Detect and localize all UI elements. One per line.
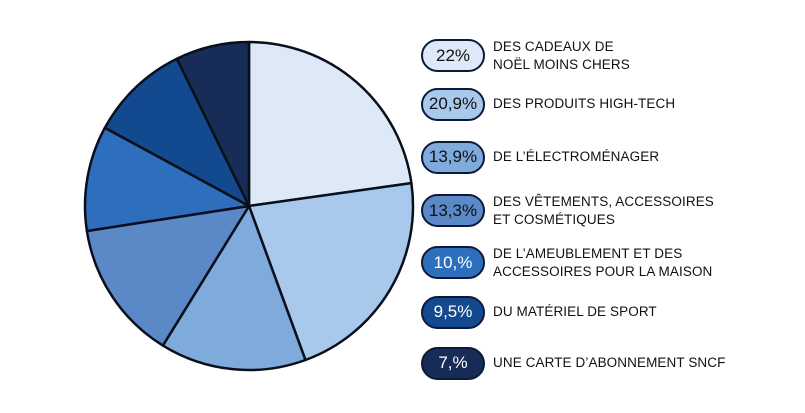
legend-percent-pill: 13,9% bbox=[421, 140, 485, 174]
pie-slice-6 bbox=[103, 57, 251, 208]
legend-label: DU MATÉRIEL DE SPORT bbox=[493, 303, 657, 321]
pie-slice-3 bbox=[161, 204, 307, 372]
legend-label-line: ACCESSOIRES POUR LA MAISON bbox=[493, 263, 713, 279]
pie-slice-1 bbox=[247, 40, 413, 208]
pie-slice-4 bbox=[85, 204, 251, 347]
legend-label-line: DE L’ÉLECTROMÉNAGER bbox=[493, 149, 660, 164]
legend-item: 20,9% DES PRODUITS HIGH-TECH bbox=[421, 87, 675, 121]
legend-item: 13,3% DES VÊTEMENTS, ACCESSOIRES ET COSMÉT… bbox=[421, 193, 714, 229]
legend-label-line: DU MATÉRIEL DE SPORT bbox=[493, 304, 657, 319]
legend-label-line: DES VÊTEMENTS, ACCESSOIRES bbox=[493, 193, 714, 209]
legend-item: 22% DES CADEAUX DE NOËL MOINS CHERS bbox=[421, 38, 630, 74]
legend-label: UNE CARTE D’ABONNEMENT SNCF bbox=[493, 354, 725, 372]
legend-label: DE L’AMEUBLEMENT ET DES ACCESSOIRES POUR … bbox=[493, 245, 712, 281]
legend-percent-pill: 13,3% bbox=[421, 194, 485, 227]
legend-percent-pill: 9,5% bbox=[421, 295, 485, 329]
legend-label-line: UNE CARTE D’ABONNEMENT SNCF bbox=[493, 355, 726, 370]
legend-percent-pill: 22% bbox=[421, 39, 485, 72]
legend-item: 7,% UNE CARTE D’ABONNEMENT SNCF bbox=[421, 346, 725, 380]
legend-label-line: DES PRODUITS HIGH-TECH bbox=[493, 96, 676, 111]
legend-item: 13,9% DE L’ÉLECTROMÉNAGER bbox=[421, 140, 659, 174]
legend-label-line: DE L’AMEUBLEMENT ET DES bbox=[493, 245, 683, 261]
legend-label: DES CADEAUX DE NOËL MOINS CHERS bbox=[493, 38, 630, 74]
legend-percent-pill: 20,9% bbox=[421, 87, 485, 121]
legend-label-line: DES CADEAUX DE bbox=[493, 38, 614, 54]
legend-percent-pill: 7,% bbox=[421, 346, 485, 380]
legend-label: DES VÊTEMENTS, ACCESSOIRES ET COSMÉTIQUES bbox=[493, 193, 714, 229]
pie-slice-5 bbox=[83, 126, 251, 233]
legend-label-line: ET COSMÉTIQUES bbox=[493, 211, 615, 227]
legend-percent-pill: 10,% bbox=[421, 246, 485, 279]
pie-slice-7 bbox=[175, 40, 251, 208]
legend-label: DES PRODUITS HIGH-TECH bbox=[493, 95, 675, 113]
legend-item: 9,5% DU MATÉRIEL DE SPORT bbox=[421, 295, 657, 329]
legend-label: DE L’ÉLECTROMÉNAGER bbox=[493, 148, 659, 166]
legend-label-line: NOËL MOINS CHERS bbox=[493, 56, 630, 72]
legend-item: 10,% DE L’AMEUBLEMENT ET DES ACCESSOIRES P… bbox=[421, 245, 712, 281]
